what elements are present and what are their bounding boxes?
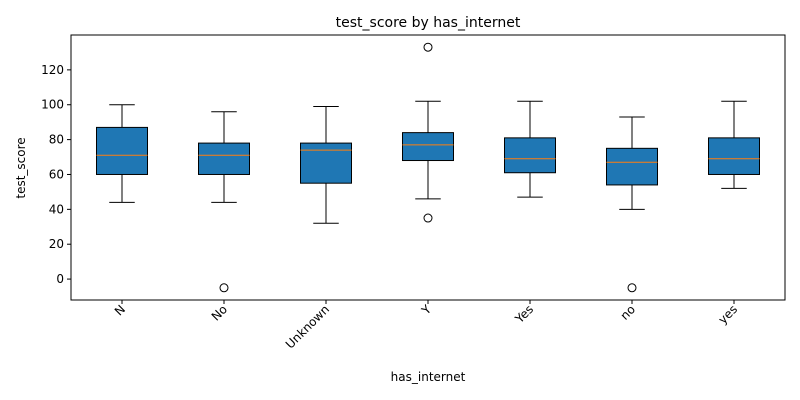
y-tick-label: 60 <box>49 167 64 181</box>
y-tick-label: 20 <box>49 237 64 251</box>
y-tick-label: 120 <box>41 63 64 77</box>
box-yes <box>708 137 760 175</box>
box-Y <box>402 132 454 162</box>
x-tick-label: Unknown <box>283 302 332 351</box>
y-tick-label: 80 <box>49 133 64 147</box>
outlier-point <box>423 42 433 52</box>
box-no <box>606 147 658 186</box>
x-tick-label: no <box>618 302 638 322</box>
outlier-point <box>423 213 433 223</box>
x-tick-label: Y <box>418 302 434 318</box>
box-N <box>96 126 148 175</box>
y-tick-label: 100 <box>41 98 64 112</box>
box-No <box>198 142 250 175</box>
plot-area: 0 20 40 60 80 100 120 N No Unknown Y Yes no yes <box>41 34 786 352</box>
x-tick-label: yes <box>716 302 741 327</box>
x-tick-label: N <box>112 302 128 318</box>
x-tick-label: Yes <box>512 302 536 326</box>
chart-title: test_score by has_internet <box>336 15 521 31</box>
y-axis-title: test_score <box>14 137 28 198</box>
y-tick-label: 0 <box>56 272 64 286</box>
x-tick-label: No <box>209 302 230 323</box>
box-Yes <box>504 137 556 174</box>
x-axis-title: has_internet <box>391 370 466 384</box>
box-Unknown <box>300 142 352 184</box>
y-tick-label: 40 <box>49 202 64 216</box>
outlier-point <box>627 283 637 293</box>
outlier-point <box>219 283 229 293</box>
axes-frame <box>70 34 786 301</box>
